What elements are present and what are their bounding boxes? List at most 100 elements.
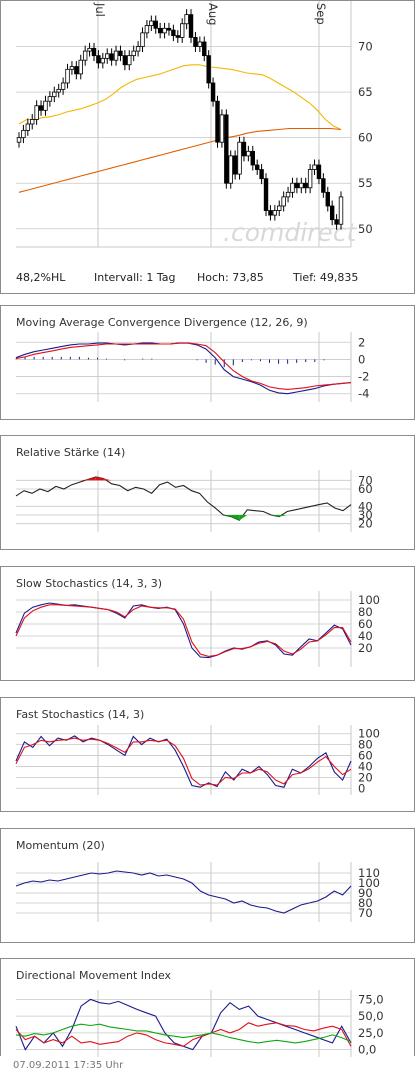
candle-body bbox=[299, 182, 304, 189]
candle-body bbox=[100, 57, 106, 64]
fast-stoch-title: Fast Stochastics (14, 3) bbox=[16, 708, 145, 721]
price-range-stat: 48,2%HL bbox=[16, 271, 66, 284]
candle-body bbox=[118, 50, 123, 57]
y-tick-label: 60 bbox=[358, 617, 373, 631]
candle-body bbox=[43, 100, 48, 111]
candle-body bbox=[157, 27, 163, 34]
candle-body bbox=[60, 82, 66, 90]
candle-body bbox=[78, 59, 83, 75]
candle-body bbox=[215, 100, 220, 143]
rsi-oversold-area bbox=[279, 515, 288, 517]
candle-body bbox=[210, 82, 216, 102]
month-label: Jul bbox=[93, 2, 107, 17]
y-tick-label: 100 bbox=[358, 727, 380, 741]
momentum-title: Momentum (20) bbox=[16, 839, 105, 852]
candle-body bbox=[224, 114, 229, 184]
y-tick-label: 55 bbox=[358, 176, 373, 190]
rsi-overbought-area bbox=[103, 478, 112, 481]
candle-body bbox=[237, 141, 242, 175]
candle-body bbox=[56, 88, 61, 93]
candle-body bbox=[105, 53, 110, 59]
y-tick-label: 50 bbox=[358, 222, 373, 236]
candle-body bbox=[202, 41, 207, 57]
y-tick-label: 40 bbox=[358, 759, 373, 773]
low-stat: Tief: 49,835 bbox=[293, 271, 359, 284]
candle-body bbox=[96, 55, 101, 64]
candle-body bbox=[281, 196, 286, 207]
month-label: Sep bbox=[314, 3, 328, 25]
candle-body bbox=[109, 53, 114, 61]
fast-d-line bbox=[15, 737, 352, 786]
slow-stoch-panel: Slow Stochastics (14, 3, 3) 100 80 60 40 20 bbox=[0, 566, 415, 681]
candle-body bbox=[47, 96, 53, 102]
slow-stoch-title: Slow Stochastics (14, 3, 3) bbox=[16, 577, 162, 590]
candle-body bbox=[290, 182, 295, 193]
adx-line bbox=[15, 1023, 352, 1044]
candle-body bbox=[250, 150, 255, 166]
candle-body bbox=[272, 210, 278, 216]
candle-body bbox=[166, 27, 172, 31]
candle-body bbox=[259, 169, 264, 180]
candle-body bbox=[131, 50, 136, 57]
candle-body bbox=[338, 196, 344, 225]
candle-body bbox=[69, 66, 75, 70]
y-tick-label: 100 bbox=[358, 593, 380, 607]
fast-k-line bbox=[15, 735, 352, 788]
candle-body bbox=[188, 14, 194, 38]
candle-body bbox=[122, 55, 128, 66]
dmi-title: Directional Movement Index bbox=[16, 969, 172, 982]
y-tick-label: 80 bbox=[358, 605, 373, 619]
rsi-line bbox=[15, 476, 352, 521]
high-stat: Hoch: 73,85 bbox=[197, 271, 264, 284]
candle-body bbox=[144, 25, 150, 34]
y-tick-label: 0,0 bbox=[358, 1043, 376, 1057]
candle-body bbox=[74, 66, 79, 75]
candle-body bbox=[140, 32, 145, 47]
candle-body bbox=[294, 182, 300, 189]
y-tick-label: 60 bbox=[358, 482, 373, 496]
candle-body bbox=[171, 29, 176, 37]
candle-body bbox=[197, 41, 203, 47]
y-tick-label: 90 bbox=[358, 886, 373, 900]
y-tick-label: 60 bbox=[358, 131, 373, 145]
y-tick-label: 20 bbox=[358, 770, 373, 784]
candle-body bbox=[312, 164, 317, 170]
candle-body bbox=[162, 27, 167, 34]
y-tick-label: 70 bbox=[358, 473, 373, 487]
momentum-panel: Momentum (20) 110 100 90 80 70 bbox=[0, 828, 415, 943]
y-tick-label: -2 bbox=[358, 370, 369, 384]
candle-body bbox=[329, 205, 335, 221]
rsi-oversold-area bbox=[271, 515, 280, 517]
rsi-overbought-area bbox=[95, 476, 104, 481]
y-tick-label: 110 bbox=[358, 866, 380, 880]
candle-body bbox=[285, 191, 291, 198]
interval-stat: Intervall: 1 Tag bbox=[94, 271, 176, 284]
rsi-panel: Relative Stärke (14) 70 60 40 30 20 bbox=[0, 435, 415, 550]
rsi-oversold-area bbox=[223, 515, 232, 517]
signal-line bbox=[15, 342, 352, 390]
y-tick-label: 65 bbox=[358, 85, 373, 99]
candle-body bbox=[30, 119, 35, 125]
candle-body bbox=[87, 47, 92, 52]
y-tick-label: 75,0 bbox=[358, 992, 384, 1006]
y-tick-label: 70 bbox=[358, 40, 373, 54]
y-tick-label: 20 bbox=[358, 641, 373, 655]
candle-body bbox=[193, 37, 198, 47]
candle-body bbox=[175, 35, 180, 38]
price-chart-panel: 70 65 60 55 50 Jul Aug Sep .comdirect 48,2%HL In… bbox=[0, 0, 415, 294]
candle-body bbox=[254, 164, 260, 170]
rsi-oversold-area bbox=[231, 515, 240, 521]
dmi-minus-line bbox=[15, 1022, 352, 1047]
y-tick-label: 100 bbox=[358, 876, 380, 890]
candle-body bbox=[149, 20, 154, 26]
y-tick-label: 2 bbox=[358, 335, 365, 349]
sma-long-line bbox=[18, 127, 342, 193]
y-tick-label: 0 bbox=[358, 352, 365, 366]
candle-body bbox=[246, 150, 251, 157]
month-label: Aug bbox=[206, 3, 220, 25]
candle-body bbox=[25, 123, 31, 131]
candle-body bbox=[303, 182, 308, 189]
